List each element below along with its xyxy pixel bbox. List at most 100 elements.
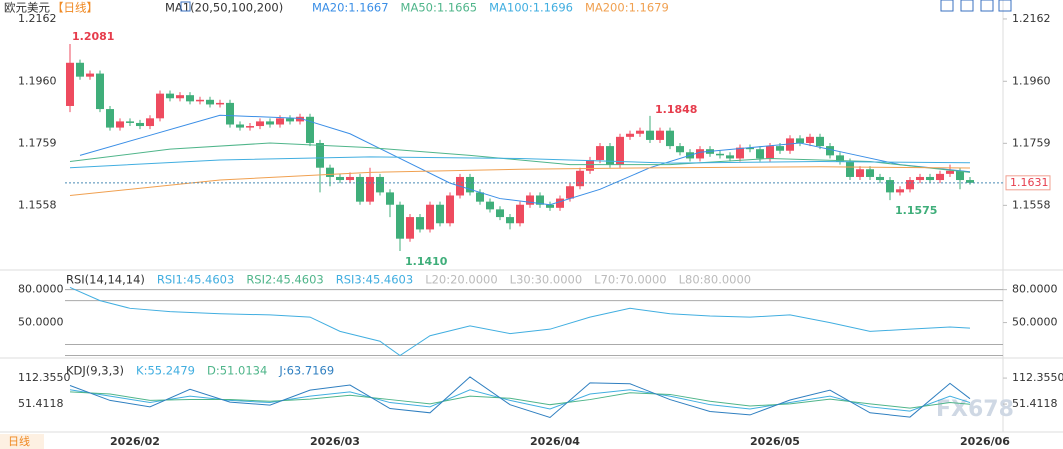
zoom-icon[interactable] <box>980 0 994 12</box>
candle-body <box>186 95 194 102</box>
candle-body <box>176 95 184 99</box>
annotation: 1.2081 <box>72 30 114 43</box>
candle-body <box>726 155 734 159</box>
candle-body <box>96 73 104 110</box>
annotation: 1.1410 <box>405 255 448 268</box>
candle-body <box>876 176 884 181</box>
candle-body <box>86 73 94 77</box>
badge-bg[interactable] <box>0 434 44 449</box>
candle-body <box>786 138 794 151</box>
candle-body <box>716 153 724 156</box>
candle-body <box>966 180 974 183</box>
candle-body <box>356 176 364 202</box>
candle-body <box>806 136 814 144</box>
legend-entry: L70:70.0000 <box>594 273 666 287</box>
candle-body <box>226 102 234 125</box>
y-tick-label: 1.1558 <box>1012 198 1051 211</box>
badge[interactable]: 日线 <box>8 434 30 448</box>
legend-entry: MA50:1.1665 <box>401 1 478 15</box>
candle-body <box>136 122 144 127</box>
candle-body <box>126 121 134 123</box>
candle-body <box>886 180 894 193</box>
legend-entry: D:51.0134 <box>207 364 267 378</box>
watermark: FX678 <box>936 397 1014 422</box>
zoom-icon[interactable] <box>960 0 974 12</box>
y-tick-label: 51.4118 <box>1012 397 1058 410</box>
candle-body <box>656 130 664 140</box>
candle-body <box>196 99 204 102</box>
legend-entry: RSI3:45.4603 <box>336 273 413 287</box>
candle-body <box>636 130 644 134</box>
x-tick-label: 2026/06 <box>960 435 1010 448</box>
y-tick-label: 1.1960 <box>18 74 57 87</box>
legend-entry: MA100:1.1696 <box>489 1 573 15</box>
x-tick-label: 2026/05 <box>750 435 800 448</box>
symbol: 欧元美元 <box>4 1 50 15</box>
candle-body <box>616 136 624 165</box>
y-tick-label: 51.4118 <box>18 397 64 410</box>
candle-body <box>426 204 434 230</box>
settings-icon[interactable] <box>180 1 191 12</box>
candle-body <box>936 173 944 181</box>
candle-body <box>626 133 634 137</box>
candle-body <box>766 146 774 159</box>
candle-body <box>906 180 914 190</box>
candle-body <box>826 146 834 156</box>
candle-body <box>116 121 124 128</box>
legend-entry: MA200:1.1679 <box>585 1 669 15</box>
candle-body <box>76 62 84 77</box>
candle-body <box>506 217 514 224</box>
candle-body <box>596 146 604 160</box>
y-tick-label: 80.0000 <box>1012 283 1058 296</box>
candle-body <box>146 118 154 127</box>
annotation: 1.1848 <box>655 103 697 116</box>
y-tick-label: 1.1759 <box>1012 136 1051 149</box>
candle-body <box>536 195 544 205</box>
candle-body <box>316 143 324 168</box>
x-tick-label: 2026/02 <box>110 435 160 448</box>
candle-body <box>646 130 654 140</box>
zoom-icon[interactable] <box>940 0 954 12</box>
candle-body <box>396 204 404 239</box>
candle-body <box>676 146 684 153</box>
candle-body <box>546 204 554 208</box>
candle-body <box>516 204 524 224</box>
candle-body <box>206 99 214 105</box>
zoom-icon[interactable] <box>998 0 1012 12</box>
candle-body <box>816 136 824 147</box>
legend-entry: K:55.2479 <box>136 364 195 378</box>
candle-body <box>746 147 754 150</box>
period[interactable]: 【日线】 <box>52 1 98 15</box>
candle-body <box>866 169 874 177</box>
candle-body <box>266 121 274 125</box>
candle-body <box>556 198 564 208</box>
candle-body <box>666 130 674 147</box>
candle-body <box>836 155 844 162</box>
candle-body <box>486 201 494 210</box>
candle-body <box>496 209 504 218</box>
legend-entry: MA20:1.1667 <box>312 1 389 15</box>
candle-body <box>336 176 344 181</box>
legend-entry: L80:80.0000 <box>679 273 751 287</box>
candle-body <box>946 170 954 174</box>
ma-label: MA1(20,50,100,200) <box>165 1 283 15</box>
candle-body <box>446 195 454 224</box>
current-price: 1.1631 <box>1010 176 1049 189</box>
candle-body <box>776 146 784 151</box>
candle-body <box>376 176 384 193</box>
candle-body <box>856 169 864 177</box>
candle-body <box>416 217 424 230</box>
candle-body <box>276 118 284 125</box>
candle-body <box>256 121 264 127</box>
candle-body <box>476 192 484 202</box>
candle-body <box>576 170 584 187</box>
candle-body <box>326 167 334 177</box>
candle-body <box>306 116 314 144</box>
y-tick-label: 50.0000 <box>18 316 64 329</box>
indicator-line <box>69 142 971 173</box>
indicator-line <box>69 166 971 196</box>
candle-body <box>296 116 304 122</box>
candle-body <box>526 195 534 205</box>
y-tick-label: 1.1960 <box>1012 74 1051 87</box>
